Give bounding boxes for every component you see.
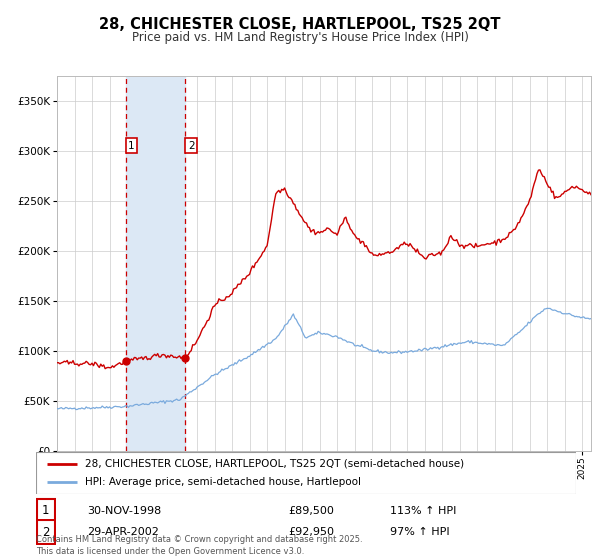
Text: 28, CHICHESTER CLOSE, HARTLEPOOL, TS25 2QT (semi-detached house): 28, CHICHESTER CLOSE, HARTLEPOOL, TS25 2…: [85, 459, 464, 469]
Bar: [125, 76, 185, 451]
Text: 2: 2: [42, 525, 50, 539]
Text: £92,950: £92,950: [288, 527, 334, 537]
Text: 1: 1: [42, 504, 50, 517]
Text: 30-NOV-1998: 30-NOV-1998: [87, 506, 161, 516]
Text: Price paid vs. HM Land Registry's House Price Index (HPI): Price paid vs. HM Land Registry's House …: [131, 31, 469, 44]
Text: 113% ↑ HPI: 113% ↑ HPI: [390, 506, 457, 516]
Text: Contains HM Land Registry data © Crown copyright and database right 2025.
This d: Contains HM Land Registry data © Crown c…: [36, 535, 362, 556]
Text: £89,500: £89,500: [288, 506, 334, 516]
Text: 28, CHICHESTER CLOSE, HARTLEPOOL, TS25 2QT: 28, CHICHESTER CLOSE, HARTLEPOOL, TS25 2…: [99, 17, 501, 32]
Text: 2: 2: [188, 141, 194, 151]
Text: 1: 1: [128, 141, 135, 151]
Text: HPI: Average price, semi-detached house, Hartlepool: HPI: Average price, semi-detached house,…: [85, 477, 361, 487]
Text: 29-APR-2002: 29-APR-2002: [87, 527, 159, 537]
Text: 97% ↑ HPI: 97% ↑ HPI: [390, 527, 449, 537]
